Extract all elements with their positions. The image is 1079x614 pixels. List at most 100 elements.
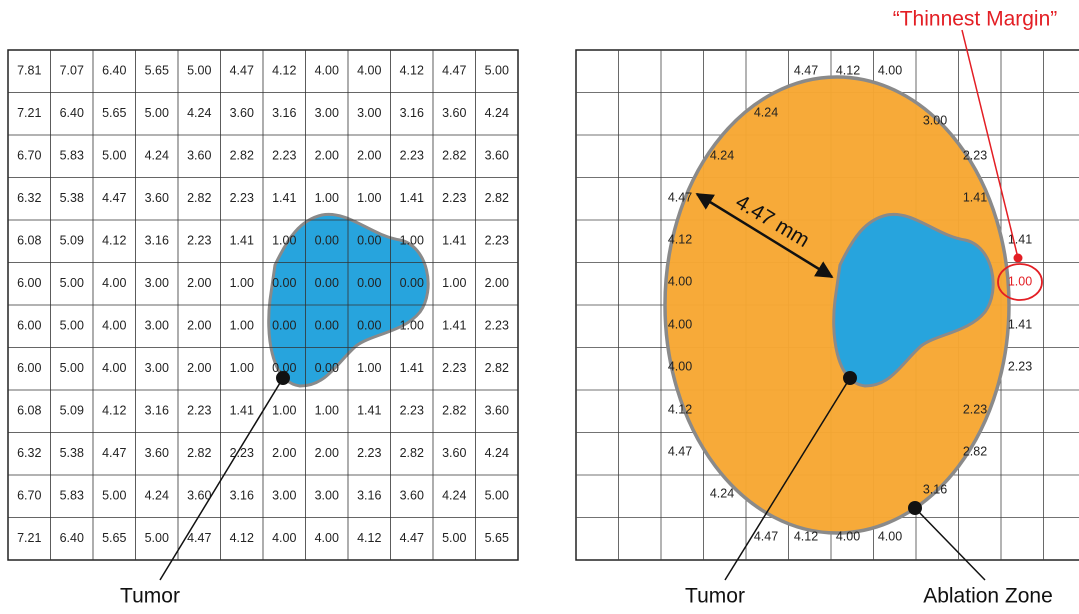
cell-value: 4.24 bbox=[145, 489, 169, 503]
margin-value: 4.00 bbox=[668, 274, 692, 288]
cell-value: 3.60 bbox=[442, 446, 466, 460]
margin-value: 4.12 bbox=[668, 402, 692, 416]
cell-value: 2.23 bbox=[485, 319, 509, 333]
pointer-line bbox=[724, 377, 851, 581]
cell-value: 5.09 bbox=[60, 404, 84, 418]
cell-value: 5.00 bbox=[145, 531, 169, 545]
cell-value: 5.83 bbox=[60, 489, 84, 503]
cell-value: 3.16 bbox=[145, 404, 169, 418]
cell-value: 4.00 bbox=[272, 531, 296, 545]
cell-value: 4.12 bbox=[357, 531, 381, 545]
cell-value: 1.41 bbox=[400, 361, 424, 375]
cell-value: 4.12 bbox=[102, 404, 126, 418]
cell-value: 7.81 bbox=[17, 64, 41, 78]
cell-value: 2.00 bbox=[187, 319, 211, 333]
cell-value: 5.00 bbox=[60, 276, 84, 290]
cell-value: 3.60 bbox=[187, 149, 211, 163]
cell-value: 2.00 bbox=[187, 361, 211, 375]
cell-value: 4.00 bbox=[102, 361, 126, 375]
pointer-line bbox=[914, 507, 986, 581]
cell-value: 1.00 bbox=[230, 361, 254, 375]
margin-value: 2.23 bbox=[1008, 359, 1032, 373]
distance-arrow bbox=[695, 192, 834, 279]
cell-value: 2.23 bbox=[187, 404, 211, 418]
cell-value: 5.00 bbox=[60, 319, 84, 333]
cell-value: 7.21 bbox=[17, 531, 41, 545]
cell-value: 2.23 bbox=[357, 446, 381, 460]
pointer-dot bbox=[908, 501, 922, 515]
cell-value: 7.21 bbox=[17, 106, 41, 120]
cell-value: 1.00 bbox=[272, 234, 296, 248]
left-panel: 7.81 7.07 6.40 5.65 5.00 4.47 4.12 4.00 4.00 4.12… bbox=[7, 49, 519, 561]
cell-value: 3.16 bbox=[400, 106, 424, 120]
cell-value: 7.07 bbox=[60, 64, 84, 78]
cell-value: 5.38 bbox=[60, 446, 84, 460]
cell-value: 1.41 bbox=[230, 404, 254, 418]
cell-value: 6.00 bbox=[17, 361, 41, 375]
margin-value: 3.00 bbox=[923, 113, 947, 127]
cell-value: 5.09 bbox=[60, 234, 84, 248]
cell-value: 2.23 bbox=[400, 404, 424, 418]
margin-value: 4.47 bbox=[794, 63, 818, 77]
cell-value: 3.16 bbox=[272, 106, 296, 120]
cell-value: 1.41 bbox=[442, 319, 466, 333]
cell-value: 5.00 bbox=[187, 64, 211, 78]
margin-value: 4.00 bbox=[668, 317, 692, 331]
cell-value: 4.47 bbox=[442, 64, 466, 78]
cell-value: 0.00 bbox=[315, 234, 339, 248]
cell-value: 4.24 bbox=[145, 149, 169, 163]
right-panel: 4.47 4.12 4.00 4.24 3.00 4.24 2.23 4.47 1.41 4.12… bbox=[575, 49, 1079, 561]
cell-value: 1.41 bbox=[357, 404, 381, 418]
cell-value: 4.00 bbox=[357, 64, 381, 78]
cell-value: 5.65 bbox=[102, 106, 126, 120]
cell-value: 4.00 bbox=[315, 531, 339, 545]
cell-value: 2.82 bbox=[187, 191, 211, 205]
cell-value: 3.00 bbox=[145, 361, 169, 375]
cell-value: 2.00 bbox=[272, 446, 296, 460]
ablation-zone-label: Ablation Zone bbox=[923, 585, 1053, 608]
cell-value: 2.23 bbox=[442, 361, 466, 375]
margin-value: 2.23 bbox=[963, 148, 987, 162]
cell-value: 5.38 bbox=[60, 191, 84, 205]
margin-value: 1.41 bbox=[1008, 317, 1032, 331]
cell-value: 3.60 bbox=[145, 446, 169, 460]
cell-value: 3.60 bbox=[485, 404, 509, 418]
pointer-dot bbox=[276, 371, 290, 385]
cell-value: 4.12 bbox=[102, 234, 126, 248]
cell-value: 3.16 bbox=[357, 489, 381, 503]
margin-value: 4.24 bbox=[710, 148, 734, 162]
cell-value: 2.23 bbox=[230, 191, 254, 205]
cell-value: 3.60 bbox=[442, 106, 466, 120]
margin-value: 1.41 bbox=[963, 190, 987, 204]
tumor-label: Tumor bbox=[685, 585, 745, 608]
cell-value: 0.00 bbox=[272, 319, 296, 333]
cell-value: 3.00 bbox=[145, 276, 169, 290]
cell-value: 3.00 bbox=[272, 489, 296, 503]
cell-value: 4.00 bbox=[315, 64, 339, 78]
callout-ellipse bbox=[997, 263, 1043, 301]
cell-value: 1.00 bbox=[272, 404, 296, 418]
margin-value: 4.00 bbox=[836, 529, 860, 543]
cell-value: 5.00 bbox=[145, 106, 169, 120]
cell-value: 2.23 bbox=[485, 234, 509, 248]
tumor-label: Tumor bbox=[120, 585, 180, 608]
cell-value: 6.40 bbox=[102, 64, 126, 78]
cell-value: 0.00 bbox=[315, 361, 339, 375]
margin-value: 1.00 bbox=[1008, 274, 1032, 288]
cell-value: 4.47 bbox=[400, 531, 424, 545]
cell-value: 6.40 bbox=[60, 106, 84, 120]
cell-value: 0.00 bbox=[357, 276, 381, 290]
cell-value: 3.00 bbox=[315, 489, 339, 503]
cell-value: 5.65 bbox=[485, 531, 509, 545]
cell-value: 5.00 bbox=[442, 531, 466, 545]
margin-value: 4.24 bbox=[710, 486, 734, 500]
thinnest-margin-label: “Thinnest Margin” bbox=[893, 8, 1058, 31]
cell-value: 4.24 bbox=[187, 106, 211, 120]
cell-value: 2.82 bbox=[400, 446, 424, 460]
cell-value: 6.08 bbox=[17, 404, 41, 418]
margin-value: 4.00 bbox=[878, 529, 902, 543]
cell-value: 5.83 bbox=[60, 149, 84, 163]
cell-value: 2.00 bbox=[187, 276, 211, 290]
cell-value: 6.08 bbox=[17, 234, 41, 248]
cell-value: 0.00 bbox=[357, 234, 381, 248]
